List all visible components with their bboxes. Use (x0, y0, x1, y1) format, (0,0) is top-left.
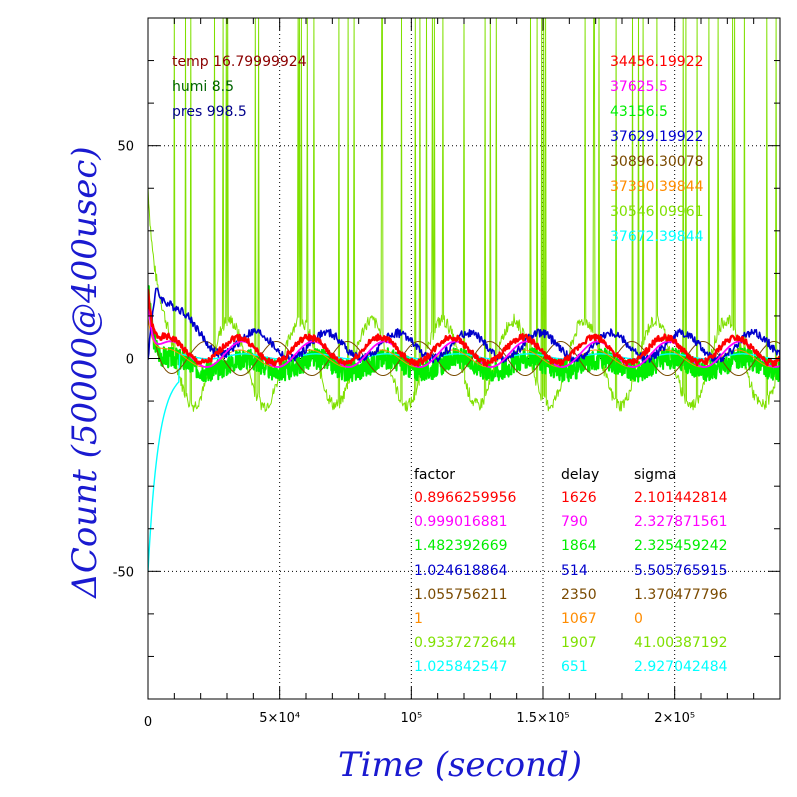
series-sigma-4: 5.505765915 (634, 563, 728, 579)
series-line-6 (148, 317, 780, 368)
series-factor-4: 1.024618864 (414, 563, 508, 579)
env-temp-label: temp 16.79999924 (172, 54, 307, 70)
series-delay-2: 790 (561, 514, 588, 530)
series-delay-1: 1626 (561, 490, 597, 506)
series-factor-7: 0.9337272644 (414, 635, 517, 651)
series-delay-3: 1864 (561, 538, 597, 554)
env-humi-label: humi 8.5 (172, 79, 234, 95)
x-tick-label-0: 0 (144, 715, 152, 730)
series-sigma-1: 2.101442814 (634, 490, 728, 506)
series-mean-5: 30896.30078 (610, 154, 704, 170)
series-mean-legend: 34456.19922 37625.5 43156.5 37629.19922 … (610, 54, 704, 245)
series-mean-6: 37390.39844 (610, 179, 704, 195)
series-delay-6: 1067 (561, 611, 597, 627)
y-axis-title: ΔCount (50000@400usec) (65, 146, 105, 599)
x-tick-label-3: 1.5×10⁵ (516, 711, 569, 726)
y-tick-label-2: -50 (113, 565, 134, 580)
series-delay-4: 514 (561, 563, 588, 579)
series-lines (148, 18, 780, 572)
y-tick-label-0: 50 (117, 140, 134, 155)
series-mean-1: 34456.19922 (610, 54, 704, 70)
env-pres-label: pres 998.5 (172, 104, 247, 120)
series-delay-7: 1907 (561, 635, 597, 651)
series-line-3 (148, 285, 780, 383)
series-factor-8: 1.025842547 (414, 659, 508, 675)
series-mean-4: 37629.19922 (610, 129, 704, 145)
series-factor-2: 0.999016881 (414, 514, 508, 530)
y-tick-label-1: 0 (126, 353, 134, 368)
x-tick-label-1: 5×10⁴ (259, 711, 300, 726)
series-mean-3: 43156.5 (610, 104, 668, 120)
series-line-4 (148, 287, 780, 364)
series-factor-1: 0.8966259956 (414, 490, 517, 506)
series-sigma-7: 41.00387192 (634, 635, 728, 651)
column-header-factor: factor (414, 467, 455, 483)
series-sigma-2: 2.327871561 (634, 514, 728, 530)
series-sigma-6: 0 (634, 611, 643, 627)
tick-labels: 0 5×10⁴ 10⁵ 1.5×10⁵ 2×10⁵ 50 0 -50 (113, 140, 695, 730)
tick-marks (148, 17, 780, 700)
series-mean-8: 37672.39844 (610, 229, 704, 245)
series-delay-8: 651 (561, 659, 588, 675)
series-line-5 (148, 288, 780, 376)
series-mean-2: 37625.5 (610, 79, 668, 95)
x-tick-label-2: 10⁵ (400, 711, 422, 726)
column-header-sigma: sigma (634, 467, 676, 483)
series-factor-5: 1.055756211 (414, 587, 508, 603)
parameter-table: factor delay sigma 0.8966259956 1626 2.1… (414, 467, 728, 675)
x-tick-label-4: 2×10⁵ (654, 711, 695, 726)
series-factor-3: 1.482392669 (414, 538, 508, 554)
series-sigma-8: 2.927042484 (634, 659, 728, 675)
series-sigma-3: 2.325459242 (634, 538, 728, 554)
x-axis-title: Time (second) (338, 745, 582, 785)
series-sigma-5: 1.370477796 (634, 587, 728, 603)
series-mean-7: 30546.09961 (610, 204, 704, 220)
series-delay-5: 2350 (561, 587, 597, 603)
series-factor-6: 1 (414, 611, 423, 627)
series-line-1 (148, 289, 780, 367)
column-header-delay: delay (561, 467, 599, 483)
env-legend: temp 16.79999924 humi 8.5 pres 998.5 (172, 54, 307, 120)
